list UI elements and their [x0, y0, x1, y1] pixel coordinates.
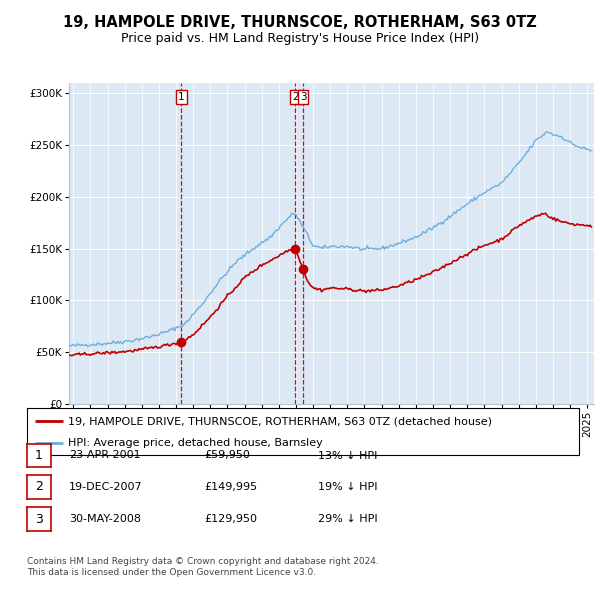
Text: 19% ↓ HPI: 19% ↓ HPI — [318, 482, 377, 491]
Text: 3: 3 — [300, 92, 307, 102]
Text: 29% ↓ HPI: 29% ↓ HPI — [318, 514, 377, 524]
Text: £149,995: £149,995 — [204, 482, 257, 491]
Text: 19, HAMPOLE DRIVE, THURNSCOE, ROTHERHAM, S63 0TZ: 19, HAMPOLE DRIVE, THURNSCOE, ROTHERHAM,… — [63, 15, 537, 30]
Text: 3: 3 — [35, 513, 43, 526]
Text: 30-MAY-2008: 30-MAY-2008 — [69, 514, 141, 524]
Text: 1: 1 — [35, 449, 43, 462]
Text: 13% ↓ HPI: 13% ↓ HPI — [318, 451, 377, 460]
Text: 23-APR-2001: 23-APR-2001 — [69, 451, 140, 460]
Text: Contains HM Land Registry data © Crown copyright and database right 2024.: Contains HM Land Registry data © Crown c… — [27, 558, 379, 566]
Text: This data is licensed under the Open Government Licence v3.0.: This data is licensed under the Open Gov… — [27, 568, 316, 577]
Text: 19-DEC-2007: 19-DEC-2007 — [69, 482, 143, 491]
Text: HPI: Average price, detached house, Barnsley: HPI: Average price, detached house, Barn… — [68, 438, 323, 448]
Text: 2: 2 — [35, 480, 43, 493]
Text: Price paid vs. HM Land Registry's House Price Index (HPI): Price paid vs. HM Land Registry's House … — [121, 32, 479, 45]
Text: £129,950: £129,950 — [204, 514, 257, 524]
Text: 19, HAMPOLE DRIVE, THURNSCOE, ROTHERHAM, S63 0TZ (detached house): 19, HAMPOLE DRIVE, THURNSCOE, ROTHERHAM,… — [68, 416, 493, 426]
Text: 1: 1 — [178, 92, 185, 102]
Text: 2: 2 — [292, 92, 299, 102]
Text: £59,950: £59,950 — [204, 451, 250, 460]
